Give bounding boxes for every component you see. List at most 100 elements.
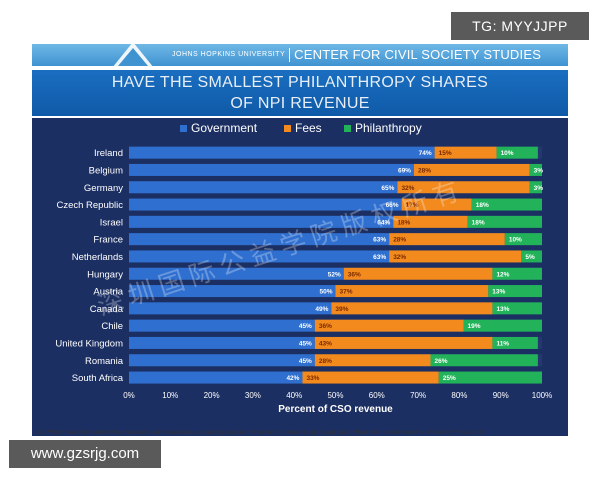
value-label-government: 49% xyxy=(315,306,328,313)
bar-philanthropy xyxy=(492,267,542,280)
bar-philanthropy xyxy=(492,336,538,349)
bar-fees xyxy=(434,146,497,159)
center-name: CENTER FOR CIVIL SOCIETY STUDIES xyxy=(294,47,542,62)
value-label-government: 45% xyxy=(299,323,312,330)
x-tick-label: 80% xyxy=(451,391,467,400)
bar-fees xyxy=(331,302,493,315)
value-label-philanthropy: 25% xyxy=(443,375,456,382)
value-label-philanthropy: 3% xyxy=(534,167,544,174)
bar-philanthropy xyxy=(471,198,542,211)
bar-philanthropy xyxy=(463,319,542,332)
bar-fees xyxy=(393,215,468,228)
bar-fees xyxy=(397,181,530,194)
value-label-government: 64% xyxy=(377,219,390,226)
value-label-philanthropy: 18% xyxy=(476,202,489,209)
header-band xyxy=(32,44,568,66)
legend-swatch-philanthropy xyxy=(344,125,351,132)
x-tick-label: 10% xyxy=(162,391,178,400)
bar-government xyxy=(129,336,315,349)
header-divider xyxy=(289,48,291,62)
bar-fees xyxy=(335,285,489,298)
bar-fees xyxy=(314,354,431,367)
bar-fees xyxy=(389,250,522,263)
x-tick-label: 60% xyxy=(369,391,385,400)
category-label: Austria xyxy=(93,287,123,298)
value-label-government: 45% xyxy=(299,340,312,347)
value-label-government: 65% xyxy=(381,185,394,192)
category-label: Czech Republic xyxy=(56,200,123,211)
value-label-philanthropy: 12% xyxy=(496,271,509,278)
value-label-government: 50% xyxy=(319,289,332,296)
value-label-philanthropy: 13% xyxy=(492,289,505,296)
chart-title-line-1: HAVE THE SMALLEST PHILANTHROPY SHARES xyxy=(111,74,489,91)
bar-philanthropy xyxy=(504,233,542,246)
chart-panel: Government Fees Philanthropy Ireland 74% 15% 1… xyxy=(32,118,568,436)
value-label-fees: 28% xyxy=(319,358,332,365)
value-label-fees: 36% xyxy=(348,271,361,278)
bar-government xyxy=(129,146,435,159)
bar-government xyxy=(129,163,414,176)
watermark-url: www.gzsrjg.com xyxy=(9,440,161,468)
bar-government xyxy=(129,371,303,384)
value-label-fees: 37% xyxy=(340,289,353,296)
bar-government xyxy=(129,302,332,315)
category-label: Netherlands xyxy=(72,252,123,263)
value-label-fees: 32% xyxy=(393,254,406,261)
x-tick-label: 40% xyxy=(286,391,302,400)
value-label-government: 69% xyxy=(398,167,411,174)
value-label-government: 52% xyxy=(328,271,341,278)
value-label-government: 66% xyxy=(386,202,399,209)
x-tick-label: 30% xyxy=(245,391,261,400)
value-label-government: 74% xyxy=(419,150,432,157)
bar-fees xyxy=(413,163,530,176)
value-label-fees: 32% xyxy=(401,185,414,192)
value-label-government: 42% xyxy=(286,375,299,382)
category-label: South Africa xyxy=(72,373,124,384)
bar-fees xyxy=(401,198,472,211)
title-band: HAVE THE SMALLEST PHILANTHROPY SHARES OF… xyxy=(32,70,568,116)
value-label-government: 63% xyxy=(373,237,386,244)
bar-fees xyxy=(314,319,464,332)
bar-philanthropy xyxy=(496,146,538,159)
source-note: SOURCE: Salamon, Sokolowski, Haddock, an… xyxy=(36,430,485,436)
bar-fees xyxy=(302,371,439,384)
legend-label-fees: Fees xyxy=(295,121,322,135)
value-label-philanthropy: 19% xyxy=(468,323,481,330)
bar-philanthropy xyxy=(438,371,542,384)
bar-government xyxy=(129,319,315,332)
university-name: JOHNS HOPKINS UNIVERSITY xyxy=(172,51,286,58)
legend-swatch-government xyxy=(180,125,187,132)
jhu-logo-icon xyxy=(112,42,154,68)
x-tick-label: 70% xyxy=(410,391,426,400)
value-label-philanthropy: 3% xyxy=(534,185,544,192)
value-label-fees: 33% xyxy=(306,375,319,382)
category-label: Canada xyxy=(90,304,124,315)
bar-government xyxy=(129,250,390,263)
category-label: United Kingdom xyxy=(55,338,123,349)
bar-government xyxy=(129,267,344,280)
bar-philanthropy xyxy=(430,354,538,367)
x-tick-label: 90% xyxy=(493,391,509,400)
value-label-fees: 28% xyxy=(418,167,431,174)
watermark-tag: TG: MYYJJPP xyxy=(451,12,589,40)
value-label-philanthropy: 10% xyxy=(501,150,514,157)
category-label: Belgium xyxy=(89,165,123,176)
category-label: Hungary xyxy=(87,269,123,280)
value-label-philanthropy: 26% xyxy=(434,358,447,365)
x-tick-label: 50% xyxy=(327,391,343,400)
value-label-fees: 18% xyxy=(397,219,410,226)
x-tick-label: 0% xyxy=(123,391,135,400)
category-label: Chile xyxy=(101,321,123,332)
legend-label-government: Government xyxy=(191,121,258,135)
value-label-government: 45% xyxy=(299,358,312,365)
legend-swatch-fees xyxy=(284,125,291,132)
category-label: Ireland xyxy=(94,148,123,159)
value-label-fees: 43% xyxy=(319,340,332,347)
header-text: JOHNS HOPKINS UNIVERSITY CENTER FOR CIVIL… xyxy=(172,46,541,64)
slide: JOHNS HOPKINS UNIVERSITY CENTER FOR CIVIL… xyxy=(32,40,568,440)
value-label-fees: 15% xyxy=(439,150,452,157)
bar-fees xyxy=(389,233,505,246)
chart-title-line-2: OF NPI REVENUE xyxy=(230,95,370,112)
bar-fees xyxy=(314,336,493,349)
value-label-fees: 28% xyxy=(393,237,406,244)
